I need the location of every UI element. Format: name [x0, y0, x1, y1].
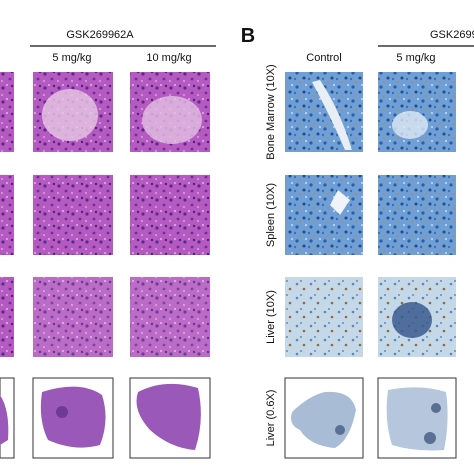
row-label: Liver (0.6X) [265, 390, 277, 447]
column-label: Control [306, 52, 341, 64]
column-label: 5 mg/kg [52, 52, 91, 64]
panel-b-images [284, 72, 457, 459]
panel-a-header: GSK269962A [66, 29, 134, 41]
row-label: Bone Marrow (10X) [265, 64, 277, 159]
panel-label: B [241, 25, 255, 47]
row-label: Spleen (10X) [265, 183, 277, 247]
column-label: 10 mg/kg [146, 52, 191, 64]
panel-a-images [0, 72, 211, 459]
column-label: 5 mg/kg [396, 52, 435, 64]
panel-b-header: GSK269962A [430, 29, 474, 41]
row-label: Liver (10X) [265, 290, 277, 344]
